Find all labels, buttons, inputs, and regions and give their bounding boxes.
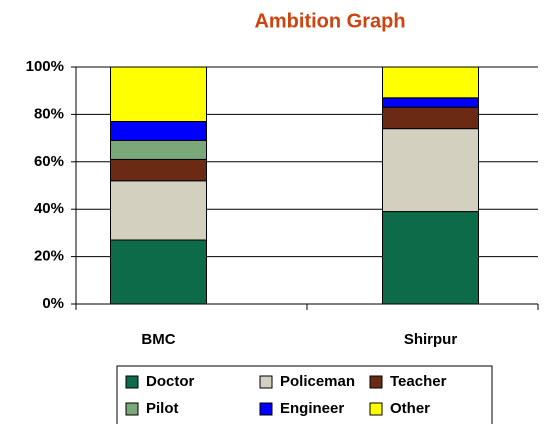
legend-swatch — [259, 375, 273, 389]
legend-swatch — [125, 402, 139, 416]
x-tick-label: BMC — [141, 331, 175, 348]
legend-box — [116, 365, 493, 424]
bar-segment — [110, 66, 207, 123]
y-tick-label: 0% — [42, 295, 64, 312]
legend-label: Policeman — [280, 373, 355, 390]
y-tick-label: 60% — [34, 153, 64, 170]
bar-segment — [110, 158, 207, 182]
y-tick-label: 80% — [34, 105, 64, 122]
x-tick-label: Shirpur — [404, 331, 457, 348]
bar-segment — [110, 121, 207, 141]
chart-title: Ambition Graph — [254, 10, 405, 32]
legend-swatch — [125, 375, 139, 389]
legend-swatch — [369, 375, 383, 389]
bar-segment — [110, 139, 207, 160]
bar-segment — [382, 97, 479, 108]
bar-segment — [110, 239, 207, 305]
legend-swatch — [369, 402, 383, 416]
legend-label: Other — [390, 400, 430, 417]
y-tick-label: 100% — [26, 58, 64, 75]
legend-label: Doctor — [146, 373, 194, 390]
bar-segment — [382, 66, 479, 99]
bar-segment — [382, 211, 479, 305]
bar-segment — [110, 180, 207, 241]
bar-segment — [382, 106, 479, 130]
legend-label: Teacher — [390, 373, 447, 390]
legend-swatch — [259, 402, 273, 416]
legend-label: Engineer — [280, 400, 344, 417]
bar-segment — [382, 128, 479, 213]
y-tick-label: 20% — [34, 248, 64, 265]
legend-label: Pilot — [146, 400, 179, 417]
y-tick-label: 40% — [34, 200, 64, 217]
